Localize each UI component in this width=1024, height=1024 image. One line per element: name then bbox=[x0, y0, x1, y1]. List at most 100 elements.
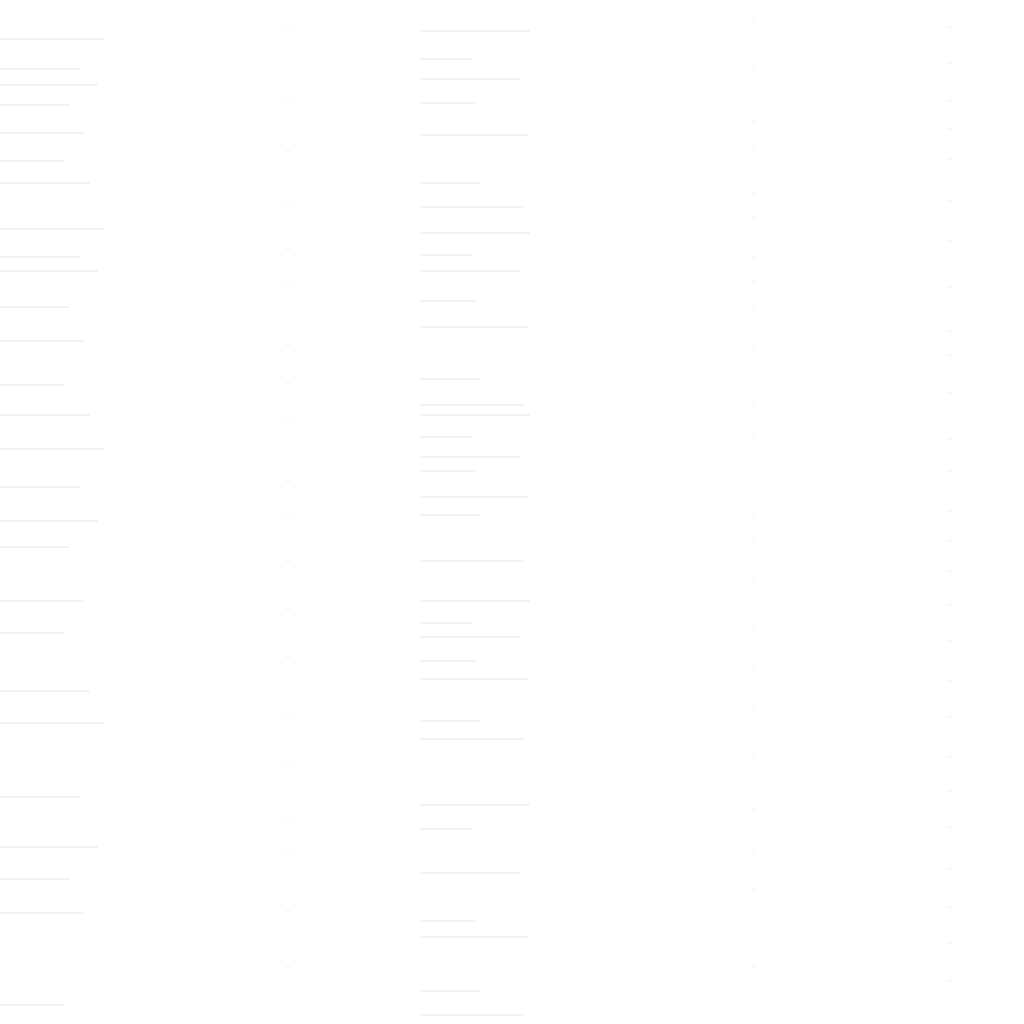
faint-trace-mark bbox=[420, 1014, 524, 1016]
faint-trace-mark bbox=[286, 344, 290, 346]
faint-trace-mark bbox=[420, 206, 524, 208]
faint-trace-mark bbox=[948, 158, 952, 160]
faint-trace-mark bbox=[420, 470, 476, 472]
faint-trace-mark bbox=[286, 966, 290, 968]
faint-trace-mark bbox=[751, 668, 755, 670]
faint-trace-mark bbox=[751, 516, 755, 518]
faint-trace-mark bbox=[420, 182, 480, 184]
faint-trace-mark bbox=[420, 436, 472, 438]
faint-trace-mark bbox=[948, 200, 952, 202]
faint-trace-mark bbox=[0, 160, 64, 162]
faint-trace-mark bbox=[420, 720, 480, 722]
faint-trace-mark bbox=[286, 248, 290, 250]
faint-trace-mark bbox=[0, 68, 80, 70]
faint-trace-mark bbox=[751, 280, 755, 282]
faint-trace-mark bbox=[286, 204, 290, 206]
faint-trace-mark bbox=[0, 486, 80, 488]
faint-trace-mark bbox=[420, 738, 524, 740]
faint-marker-column-right bbox=[940, 0, 1024, 1024]
faint-trace-mark bbox=[948, 510, 952, 512]
faint-trace-mark bbox=[0, 228, 104, 230]
faint-trace-mark bbox=[420, 600, 530, 602]
faint-trace-mark bbox=[948, 286, 952, 288]
faint-trace-mark bbox=[420, 232, 530, 234]
faint-trace-mark bbox=[420, 78, 520, 80]
faint-trace-mark bbox=[420, 514, 480, 516]
faint-trace-mark bbox=[948, 330, 952, 332]
faint-trace-mark bbox=[0, 520, 98, 522]
faint-trace-mark bbox=[420, 404, 524, 406]
faint-trace-mark bbox=[751, 966, 755, 968]
faint-trace-mark bbox=[948, 980, 952, 982]
faint-trace-mark bbox=[0, 384, 64, 386]
faint-trace-mark bbox=[948, 62, 952, 64]
faint-trace-mark bbox=[0, 546, 70, 548]
faint-trace-mark bbox=[286, 818, 290, 820]
faint-trace-mark bbox=[286, 714, 290, 716]
faint-trace-mark bbox=[948, 868, 952, 870]
faint-trace-mark bbox=[286, 764, 290, 766]
faint-trace-mark bbox=[420, 804, 530, 806]
faint-trace-mark bbox=[420, 660, 476, 662]
faint-trace-mark bbox=[420, 456, 520, 458]
faint-trace-mark bbox=[751, 216, 755, 218]
faint-trace-mark bbox=[420, 560, 524, 562]
faint-trace-mark bbox=[420, 828, 472, 830]
faint-trace-mark bbox=[0, 340, 84, 342]
faint-trace-mark bbox=[286, 516, 290, 518]
faint-trace-mark bbox=[948, 26, 952, 28]
faint-trace-mark bbox=[286, 656, 290, 658]
faint-trace-mark bbox=[0, 306, 70, 308]
faint-trace-mark bbox=[0, 690, 90, 692]
faint-trace-mark bbox=[751, 148, 755, 150]
faint-trace-mark bbox=[751, 404, 755, 406]
faint-trace-mark bbox=[751, 68, 755, 70]
faint-trace-mark bbox=[420, 134, 528, 136]
faint-trace-mark bbox=[0, 132, 84, 134]
faint-trace-mark bbox=[948, 716, 952, 718]
faint-trace-mark bbox=[420, 622, 472, 624]
faint-trace-mark bbox=[948, 392, 952, 394]
faint-trace-mark bbox=[286, 382, 290, 384]
faint-trace-mark bbox=[751, 540, 755, 542]
faint-trace-mark bbox=[286, 910, 290, 912]
faint-trace-mark bbox=[420, 326, 528, 328]
faint-trace-mark bbox=[0, 1004, 64, 1006]
faint-trace-mark bbox=[286, 282, 290, 284]
faint-trace-mark bbox=[948, 100, 952, 102]
faint-trace-mark bbox=[0, 84, 98, 86]
faint-trace-mark bbox=[420, 254, 472, 256]
faint-trace-mark bbox=[751, 306, 755, 308]
faint-trace-mark bbox=[420, 30, 530, 32]
faint-trace-mark bbox=[0, 270, 98, 272]
faint-trace-mark bbox=[751, 192, 755, 194]
faint-trace-mark bbox=[0, 448, 104, 450]
faint-marker-column-right-center bbox=[745, 0, 815, 1024]
faint-trace-mark bbox=[948, 640, 952, 642]
faint-trace-mark bbox=[420, 678, 528, 680]
faint-trace-mark bbox=[286, 150, 290, 152]
faint-trace-mark bbox=[286, 560, 290, 562]
faint-trace-mark bbox=[751, 436, 755, 438]
faint-trace-mark bbox=[751, 808, 755, 810]
faint-trace-mark bbox=[948, 354, 952, 356]
faint-trace-mark bbox=[0, 632, 64, 634]
faint-trace-mark bbox=[0, 414, 90, 416]
faint-trace-mark bbox=[948, 942, 952, 944]
faint-trace-mark bbox=[420, 936, 528, 938]
faint-text-column-left bbox=[0, 0, 110, 1024]
faint-trace-mark bbox=[751, 852, 755, 854]
faint-trace-mark bbox=[286, 850, 290, 852]
faint-trace-mark bbox=[0, 182, 90, 184]
faint-trace-mark bbox=[948, 756, 952, 758]
faint-trace-mark bbox=[0, 912, 84, 914]
faint-trace-mark bbox=[0, 38, 104, 40]
faint-trace-mark bbox=[420, 102, 476, 104]
faint-trace-mark bbox=[948, 470, 952, 472]
faint-trace-mark bbox=[751, 706, 755, 708]
faint-trace-mark bbox=[948, 604, 952, 606]
faint-trace-mark bbox=[948, 540, 952, 542]
faint-trace-mark bbox=[420, 270, 520, 272]
faint-trace-mark bbox=[751, 628, 755, 630]
